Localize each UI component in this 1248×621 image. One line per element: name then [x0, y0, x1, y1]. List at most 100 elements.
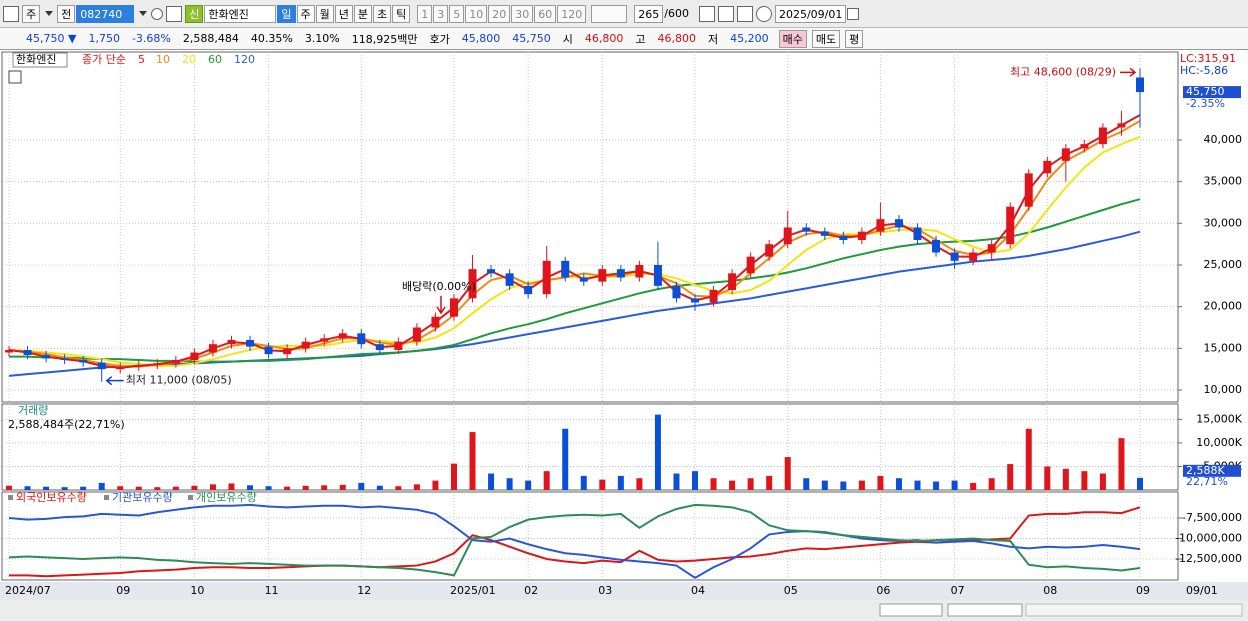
count-button[interactable]: 1 — [417, 4, 433, 23]
count-button[interactable]: 20 — [488, 4, 511, 23]
volume-bar — [469, 432, 476, 490]
volume-bar — [413, 484, 420, 490]
y-tick-label: 10,000K — [1196, 436, 1242, 449]
legend-entry: 외국인보유수량 — [16, 491, 87, 504]
candle-body — [561, 260, 570, 278]
legend-swatch — [188, 495, 193, 500]
candle-body — [97, 362, 106, 370]
candle-body — [320, 338, 329, 342]
ex-dividend-arrow — [436, 296, 446, 315]
candle-body — [653, 265, 662, 286]
blank-select[interactable] — [591, 4, 628, 23]
ex-dividend-annotation: 배당락(0.00%) — [402, 280, 476, 293]
volume-bar — [1081, 471, 1088, 490]
volume-bar — [154, 487, 161, 490]
x-tick-label: 08 — [1043, 584, 1057, 597]
interval-button[interactable]: 틱 — [392, 4, 411, 23]
count-button[interactable]: 3 — [433, 4, 449, 23]
candle-body — [153, 363, 162, 365]
candle-body — [691, 298, 700, 303]
y-tick-label: 30,000 — [1204, 216, 1243, 229]
x-tick-label: 05 — [784, 584, 798, 597]
avg-button[interactable]: 평 — [845, 29, 864, 48]
volume-bar — [98, 482, 105, 490]
date-input[interactable]: 2025/09/01 — [774, 4, 847, 23]
count-button[interactable]: 30 — [511, 4, 534, 23]
volume-bar — [729, 480, 736, 490]
volume-bar — [172, 486, 179, 490]
menu-button[interactable] — [3, 5, 19, 22]
x-axis-strip — [0, 582, 1248, 600]
interval-button[interactable]: 월 — [315, 4, 334, 23]
ask: 45,800 — [461, 32, 501, 45]
open: 46,800 — [584, 32, 624, 45]
candle-body — [1006, 206, 1015, 245]
series-line — [8, 503, 1141, 580]
volume-bar — [1137, 477, 1143, 490]
volume-bar — [6, 485, 12, 490]
turnover: 3.10% — [304, 32, 340, 45]
volume-bar — [858, 480, 865, 490]
scroll-track[interactable] — [947, 603, 1023, 617]
amount: 118,925백만 — [351, 32, 418, 46]
code-input[interactable]: 082740 — [76, 4, 135, 23]
volume-bar — [302, 485, 309, 490]
volume-bar — [951, 480, 958, 490]
high-arrow — [1120, 67, 1137, 77]
zoom-tools[interactable] — [1025, 603, 1243, 617]
last-change-label: -2.35% — [1186, 97, 1225, 110]
candle-body — [60, 358, 69, 360]
scroll-buttons[interactable] — [879, 603, 943, 617]
volume-bar — [506, 478, 513, 490]
candle-body — [357, 333, 366, 345]
interval-button[interactable]: 분 — [353, 4, 372, 23]
sound-button[interactable] — [166, 5, 183, 22]
volume-bar — [617, 475, 624, 490]
type-button[interactable]: 전 — [57, 4, 76, 23]
candle-body — [672, 285, 681, 299]
series-line — [8, 135, 1141, 367]
tool-button[interactable] — [717, 5, 734, 22]
candle-body — [468, 269, 477, 299]
dropdown-arrow[interactable] — [139, 11, 148, 16]
count-button[interactable]: 60 — [534, 4, 557, 23]
period-select[interactable]: 주 — [22, 4, 41, 23]
x-tick-label: 09 — [116, 584, 130, 597]
settings-button[interactable] — [755, 5, 772, 22]
title-box — [12, 52, 68, 68]
price: 45,750 ▼ — [26, 32, 77, 45]
last-volume-label: 2,588K — [1186, 464, 1225, 477]
last-volume-ratio: 22,71% — [1186, 475, 1228, 488]
save-button[interactable] — [736, 5, 753, 22]
interval-button[interactable]: 일 — [277, 4, 296, 23]
buy-button[interactable]: 매수 — [778, 29, 807, 48]
candle-body — [542, 260, 551, 295]
count-button[interactable]: 10 — [465, 4, 488, 23]
candle-body — [524, 285, 533, 295]
ask-label: 호가 — [429, 32, 450, 46]
tool-button[interactable] — [698, 5, 715, 22]
calendar-button[interactable] — [847, 7, 860, 20]
count-button[interactable]: 5 — [449, 4, 465, 23]
panel-title: 한화엔진 — [16, 53, 56, 66]
volume-bar — [673, 473, 680, 490]
count-button[interactable]: 120 — [557, 4, 587, 23]
low-label: 저 — [708, 32, 719, 46]
shown-count[interactable]: 265 — [634, 4, 664, 23]
low: 45,200 — [730, 32, 769, 45]
interval-button[interactable]: 초 — [373, 4, 392, 23]
high-annotation: 최고 48,600 (08/29) — [1010, 65, 1116, 78]
volume-panel — [1, 403, 1179, 491]
dropdown-arrow[interactable] — [45, 11, 54, 16]
interval-button[interactable]: 년 — [334, 4, 353, 23]
volume-bar — [933, 481, 940, 490]
sell-button[interactable]: 매도 — [811, 29, 841, 48]
interval-button[interactable]: 주 — [296, 4, 315, 23]
stock-name: 한화엔진 — [204, 4, 277, 23]
candle-body — [42, 355, 51, 359]
search-button[interactable] — [151, 7, 164, 20]
candle-body — [338, 333, 347, 339]
change-pct: -3.68% — [131, 32, 171, 45]
candle-body — [171, 360, 180, 364]
